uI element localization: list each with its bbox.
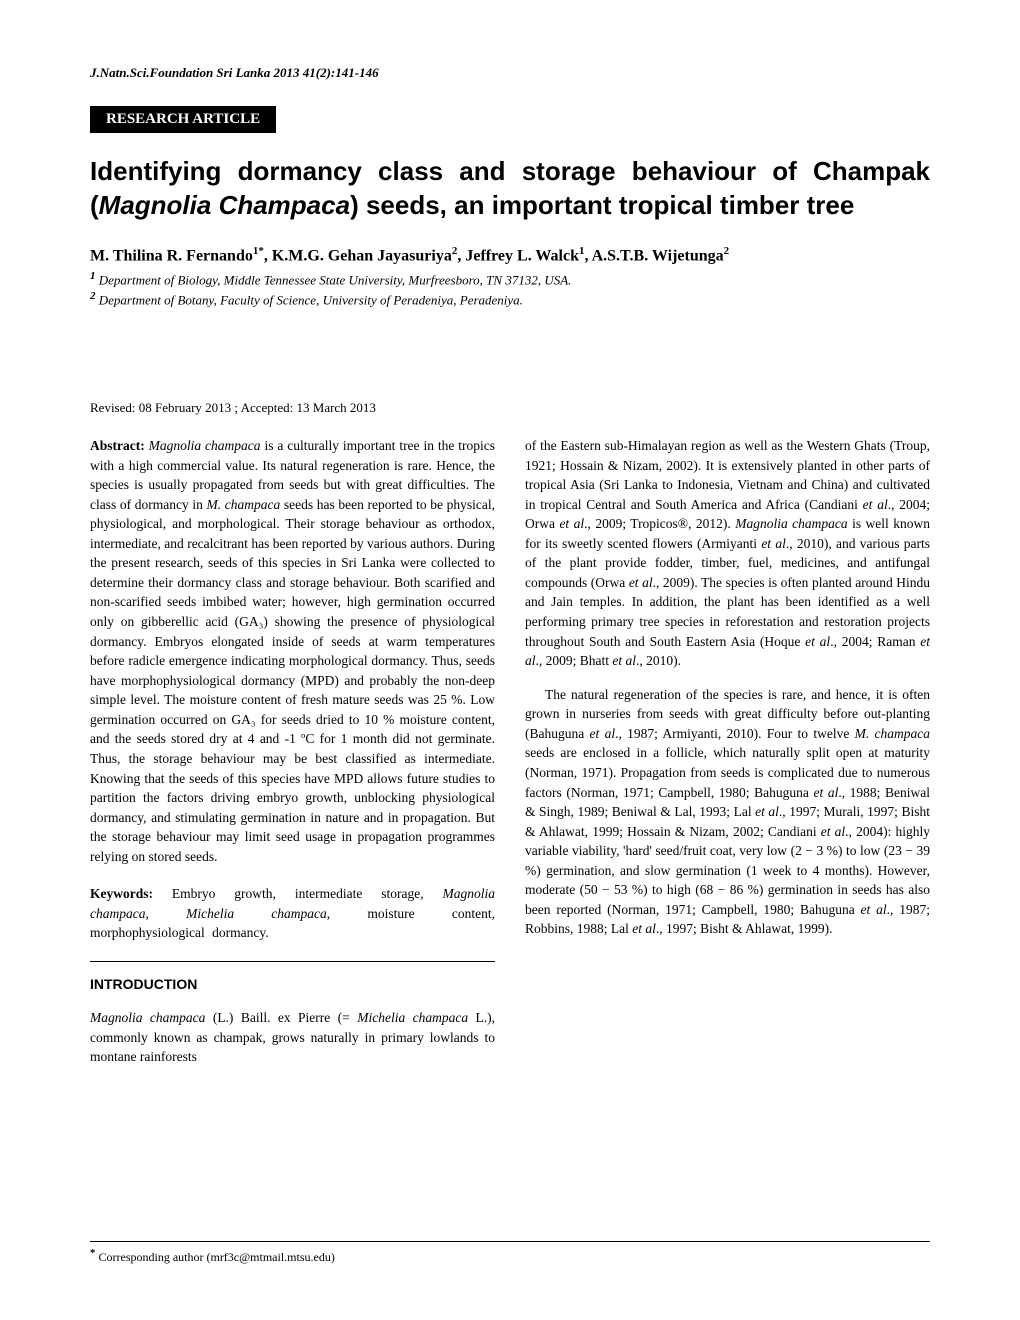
c2p1-16: et al — [612, 653, 636, 668]
footer-divider — [90, 1241, 930, 1242]
title-text-2: ) seeds, an important tropical timber tr… — [350, 190, 854, 220]
affiliations: 1 Department of Biology, Middle Tennesse… — [90, 269, 930, 310]
intro-text-2: (L.) Baill. ex Pierre (= — [205, 1010, 357, 1025]
authors-line: M. Thilina R. Fernando1*, K.M.G. Gehan J… — [90, 245, 930, 265]
author-1-sup: 1* — [253, 245, 264, 257]
c2p2-3: ., 1987; Armiyanti, 2010). Four to twelv… — [615, 726, 855, 741]
keywords-label: Keywords: — [90, 886, 153, 901]
author-1: M. Thilina R. Fernando — [90, 247, 253, 264]
aff-1: Department of Biology, Middle Tennessee … — [96, 272, 572, 287]
c2p1-12: et al — [805, 634, 830, 649]
revised-accepted-dates: Revised: 08 February 2013 ; Accepted: 13… — [90, 400, 930, 416]
abstract-italic-2: M. champaca — [207, 497, 281, 512]
keywords-text-2: , — [145, 906, 186, 921]
c2p1-13: ., 2004; Raman — [830, 634, 920, 649]
keywords-text-1: Embryo growth, intermediate storage, — [153, 886, 443, 901]
c2p1-17: ., 2010). — [636, 653, 681, 668]
author-4-sup: 2 — [724, 245, 730, 257]
footer: * Corresponding author (mrf3c@mtmail.mts… — [90, 1241, 930, 1265]
left-column: Abstract: Magnolia champaca is a cultura… — [90, 436, 495, 1081]
abstract-label: Abstract: — [90, 438, 145, 453]
c2p2-2: et al — [590, 726, 616, 741]
abstract: Abstract: Magnolia champaca is a cultura… — [90, 436, 495, 866]
c2p1-4: et al — [559, 516, 584, 531]
section-divider — [90, 961, 495, 962]
article-title: Identifying dormancy class and storage b… — [90, 155, 930, 223]
c2p2-8: et al — [755, 804, 779, 819]
author-4: , A.S.T.B. Wijetunga — [584, 247, 723, 264]
right-column: of the Eastern sub-Himalayan region as w… — [525, 436, 930, 1081]
corresponding-author: * Corresponding author (mrf3c@mtmail.mts… — [90, 1247, 930, 1265]
c2p1-2: et al — [863, 497, 888, 512]
col2-paragraph-1: of the Eastern sub-Himalayan region as w… — [525, 436, 930, 671]
corresponding-text: Corresponding author (mrf3c@mtmail.mtsu.… — [96, 1250, 335, 1264]
c2p1-15: ., 2009; Bhatt — [536, 653, 613, 668]
author-2: , K.M.G. Gehan Jayasuriya — [264, 247, 452, 264]
c2p2-10: et al — [821, 824, 845, 839]
abstract-text-4: seeds has been reported to be physical, … — [90, 497, 495, 864]
c2p1-5: ., 2009; Tropicos®, 2012). — [584, 516, 735, 531]
intro-italic-1: Magnolia champaca — [90, 1010, 205, 1025]
c2p2-14: et al — [632, 921, 656, 936]
title-italic: Magnolia Champaca — [99, 190, 350, 220]
keywords-italic-2: Michelia champaca — [186, 906, 327, 921]
c2p1-10: et al — [629, 575, 653, 590]
intro-italic-2: Michelia champaca — [357, 1010, 468, 1025]
c2p2-12: et al — [861, 902, 887, 917]
intro-paragraph-1: Magnolia champaca (L.) Baill. ex Pierre … — [90, 1008, 495, 1067]
keywords: Keywords: Embryo growth, intermediate st… — [90, 884, 495, 943]
c2p2-6: et al — [813, 785, 838, 800]
article-type-badge: RESEARCH ARTICLE — [90, 106, 276, 133]
introduction-heading: INTRODUCTION — [90, 974, 495, 994]
two-column-layout: Abstract: Magnolia champaca is a cultura… — [90, 436, 930, 1081]
c2p2-15: ., 1997; Bisht & Ahlawat, 1999). — [656, 921, 833, 936]
abstract-italic-1: Magnolia champaca — [145, 438, 261, 453]
col2-paragraph-2: The natural regeneration of the species … — [525, 685, 930, 939]
c2p1-8: et al — [761, 536, 786, 551]
journal-reference: J.Natn.Sci.Foundation Sri Lanka 2013 41(… — [90, 65, 930, 81]
aff-2: Department of Botany, Faculty of Science… — [96, 293, 523, 308]
c2p1-6: Magnolia champaca — [735, 516, 847, 531]
c2p2-4: M. champaca — [855, 726, 930, 741]
author-3: , Jeffrey L. Walck — [457, 247, 579, 264]
